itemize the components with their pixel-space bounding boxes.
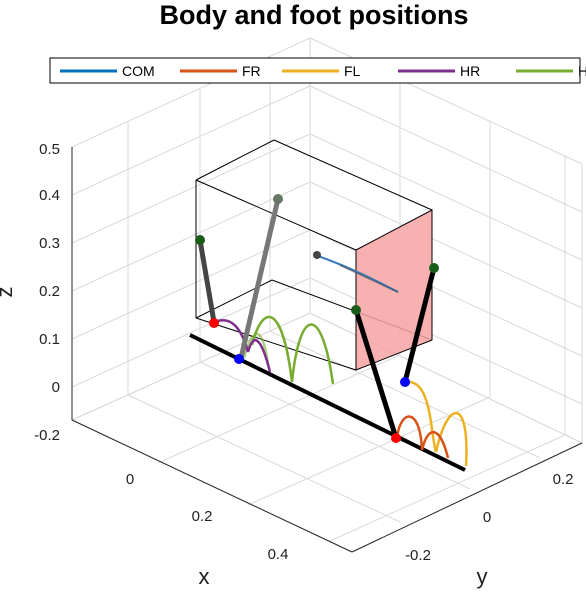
y-tick-label: -0.2 [405, 547, 431, 564]
legend-label-fr: FR [242, 63, 261, 79]
y-axis-line [351, 442, 583, 553]
z-tick-label: 0.5 [39, 141, 60, 158]
legend-label-com: COM [122, 63, 155, 79]
z-tick-label: -0.2 [34, 427, 60, 444]
z-tick-label: 0.2 [39, 283, 60, 300]
leg-hl-upper [238, 196, 281, 361]
grid-line [309, 133, 583, 261]
fl-trajectory [404, 380, 468, 467]
x-ticks: 0 0.2 0.4 [126, 471, 289, 563]
grid-line [71, 133, 311, 244]
x-tick-label: 0.2 [192, 508, 213, 525]
grid-line [199, 361, 471, 490]
grid-line [309, 277, 583, 405]
com-start-marker [313, 251, 321, 259]
x-tick-label: 0 [126, 471, 134, 488]
box-edge [195, 139, 275, 181]
z-axis-label: z [0, 287, 17, 298]
foot-marker-red [391, 433, 401, 443]
legend: COM FR FL HR HL [49, 57, 586, 84]
foot-marker-blue [400, 377, 410, 387]
right-back-pane [309, 37, 583, 444]
grid-line [71, 229, 311, 340]
grid-line [329, 434, 566, 542]
z-tick-label: 0.4 [39, 187, 60, 204]
grid-panes [70, 37, 584, 553]
z-ticks: -0.2 0 0.1 0.2 0.3 0.4 0.5 [34, 141, 60, 444]
box-edge [273, 139, 433, 211]
z-tick-label: 0.3 [39, 235, 60, 252]
grid-line [309, 85, 583, 213]
grid-line [309, 229, 583, 357]
left-back-pane [71, 37, 311, 421]
y-ticks: -0.2 0 0.2 [405, 471, 573, 564]
axis-lines [71, 147, 583, 553]
hip-marker [195, 235, 205, 245]
legend-label-hr: HR [460, 63, 480, 79]
legend-label-hl: HL [578, 63, 586, 79]
x-axis-line [71, 419, 353, 553]
foot-marker-red [209, 318, 219, 328]
x-axis-label: x [199, 564, 210, 589]
hip-marker [429, 263, 439, 273]
y-tick-label: 0 [483, 509, 491, 526]
y-tick-label: 0.2 [553, 471, 574, 488]
z-tick-label: 0.1 [39, 331, 60, 348]
grid-line [269, 330, 541, 459]
grid-line [309, 181, 583, 309]
leg-fr-upper [353, 307, 399, 441]
z-tick-label: 0 [52, 379, 60, 396]
legs [197, 196, 437, 441]
y-axis-label: y [477, 564, 488, 589]
box-edge [195, 317, 357, 371]
leg-fl-upper [402, 265, 437, 385]
com-trajectory-dark [339, 264, 399, 293]
grid-line [157, 354, 401, 464]
chart-title: Body and foot positions [160, 0, 469, 30]
hl-trajectory [242, 315, 335, 385]
leg-hr-upper [197, 237, 217, 325]
hip-marker [273, 194, 283, 204]
grid-line [127, 394, 401, 523]
x-tick-label: 0.4 [268, 546, 289, 563]
legend-label-fl: FL [344, 63, 361, 79]
foot-marker-blue [234, 354, 244, 364]
hr-trajectory [214, 319, 272, 373]
fr-trajectory [395, 415, 450, 459]
hip-marker [351, 305, 361, 315]
